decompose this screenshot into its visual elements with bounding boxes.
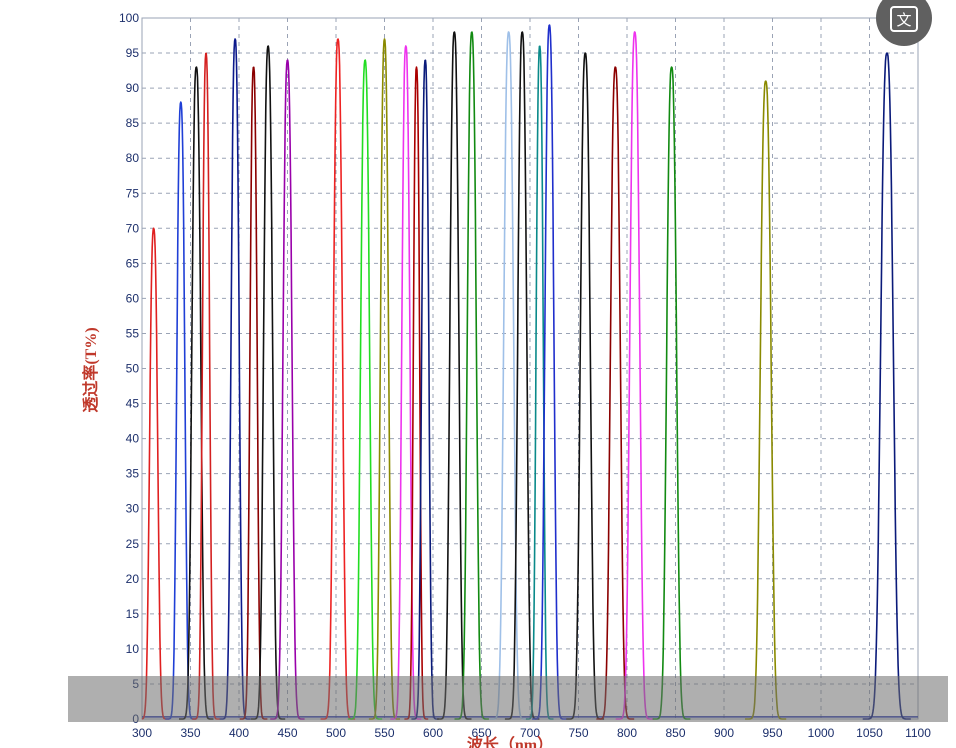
- y-tick-label: 80: [126, 151, 140, 165]
- x-tick-label: 400: [229, 726, 249, 740]
- series-line-14: [411, 59, 440, 720]
- y-tick-label: 45: [126, 397, 140, 411]
- series-line-21: [565, 52, 605, 720]
- y-tick-label: 60: [126, 291, 140, 305]
- y-tick-label: 35: [126, 467, 140, 481]
- x-axis-ticks: 300 350 400 450 500 550 600 650 700 750 800 850 900 9…: [132, 726, 931, 740]
- x-tick-label: 1000: [808, 726, 835, 740]
- x-tick-label: 650: [471, 726, 491, 740]
- x-tick-label: 300: [132, 726, 152, 740]
- x-tick-label: 500: [326, 726, 346, 740]
- translate-icon: 文: [890, 6, 918, 32]
- x-tick-label: 600: [423, 726, 443, 740]
- x-tick-label: 950: [762, 726, 782, 740]
- y-axis-title: 透过率(T%): [81, 327, 100, 412]
- translate-glyph: 文: [896, 11, 911, 29]
- series-line-17: [489, 31, 528, 720]
- series-line-5: [219, 38, 251, 720]
- x-tick-label: 850: [665, 726, 685, 740]
- x-tick-label: 800: [617, 726, 637, 740]
- y-tick-label: 85: [126, 116, 140, 130]
- y-tick-label: 90: [126, 81, 140, 95]
- y-tick-label: 30: [126, 502, 140, 516]
- caption-overlay: [68, 676, 948, 722]
- x-tick-label: 900: [714, 726, 734, 740]
- x-tick-label: 450: [277, 726, 297, 740]
- y-tick-label: 40: [126, 432, 140, 446]
- y-tick-label: 55: [126, 326, 140, 340]
- x-tick-label: 750: [568, 726, 588, 740]
- y-tick-label: 100: [119, 11, 139, 25]
- x-tick-label: 1050: [856, 726, 883, 740]
- y-tick-label: 10: [126, 642, 140, 656]
- series-line-10: [347, 59, 383, 720]
- y-tick-label: 50: [126, 362, 140, 376]
- x-tick-label: 350: [180, 726, 200, 740]
- y-tick-label: 65: [126, 256, 140, 270]
- series-line-24: [652, 66, 691, 720]
- x-tick-label: 550: [374, 726, 394, 740]
- y-tick-label: 75: [126, 186, 140, 200]
- y-tick-label: 70: [126, 221, 140, 235]
- x-axis-title: 波长（nm）: [467, 735, 553, 748]
- series-line-25: [744, 80, 787, 720]
- series-line-1: [141, 227, 170, 720]
- series-line-23: [615, 31, 654, 720]
- series-line-12: [389, 45, 422, 720]
- series-line-9: [320, 38, 356, 720]
- y-tick-label: 25: [126, 537, 140, 551]
- y-tick-label: 15: [126, 607, 140, 621]
- y-axis-ticks: 0510152025303540455055606570758085909510…: [119, 11, 139, 726]
- y-tick-label: 20: [126, 572, 140, 586]
- x-tick-label: 1100: [905, 726, 931, 740]
- series-line-4: [191, 52, 221, 720]
- translate-button[interactable]: 文: [876, 0, 932, 46]
- x-tick-label: 700: [520, 726, 540, 740]
- y-tick-label: 95: [126, 46, 140, 60]
